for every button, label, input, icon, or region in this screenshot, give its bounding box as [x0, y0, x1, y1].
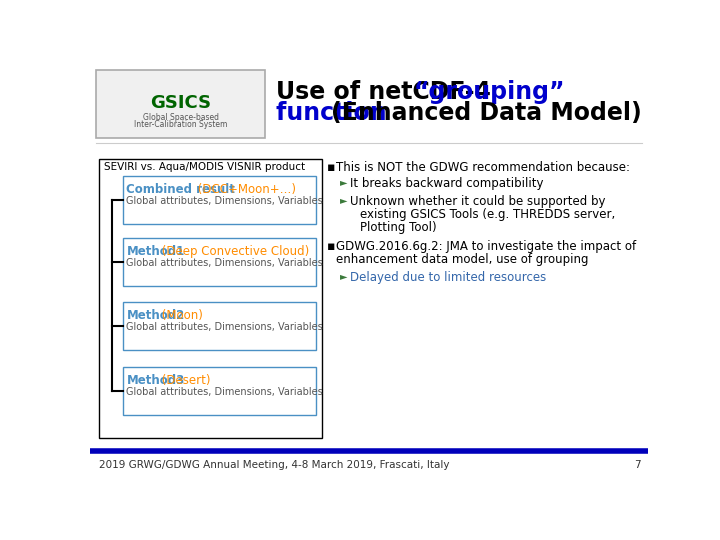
Text: (Deep Convective Cloud): (Deep Convective Cloud): [158, 245, 309, 258]
Text: Combined result: Combined result: [127, 184, 235, 197]
Text: 7: 7: [634, 460, 640, 470]
Text: It breaks backward compatibility: It breaks backward compatibility: [350, 177, 543, 190]
Bar: [99, 159, 322, 438]
Text: (DCC+Moon+…): (DCC+Moon+…): [194, 184, 296, 197]
Text: function: function: [276, 102, 395, 125]
Bar: [122, 238, 315, 286]
Text: GSICS: GSICS: [150, 93, 211, 112]
Text: ▪: ▪: [326, 240, 335, 253]
Text: ►: ►: [341, 271, 348, 281]
Text: Method2: Method2: [127, 309, 184, 322]
Text: This is NOT the GDWG recommendation because:: This is NOT the GDWG recommendation beca…: [336, 161, 630, 174]
Text: ►: ►: [341, 195, 348, 205]
Text: GDWG.2016.6g.2: JMA to investigate the impact of: GDWG.2016.6g.2: JMA to investigate the i…: [336, 240, 636, 253]
Text: Global Space-based: Global Space-based: [143, 113, 219, 123]
Text: Global attributes, Dimensions, Variables: Global attributes, Dimensions, Variables: [127, 322, 323, 332]
Bar: [96, 70, 265, 138]
Text: enhancement data model, use of grouping: enhancement data model, use of grouping: [336, 253, 588, 266]
Text: Global attributes, Dimensions, Variables: Global attributes, Dimensions, Variables: [127, 197, 323, 206]
Bar: [122, 302, 315, 350]
Text: Global attributes, Dimensions, Variables: Global attributes, Dimensions, Variables: [127, 258, 323, 268]
Text: (Moon): (Moon): [158, 309, 203, 322]
Text: (Enhanced Data Model): (Enhanced Data Model): [331, 102, 642, 125]
Text: Method1: Method1: [127, 245, 184, 258]
Text: ▪: ▪: [326, 161, 335, 174]
Text: ►: ►: [341, 177, 348, 187]
Text: Unknown whether it could be supported by: Unknown whether it could be supported by: [350, 195, 605, 208]
Text: Inter-Calibration System: Inter-Calibration System: [134, 120, 228, 130]
Text: 2019 GRWG/GDWG Annual Meeting, 4-8 March 2019, Frascati, Italy: 2019 GRWG/GDWG Annual Meeting, 4-8 March…: [99, 460, 450, 470]
Text: Delayed due to limited resources: Delayed due to limited resources: [350, 271, 546, 284]
Text: Use of netCDF-4: Use of netCDF-4: [276, 80, 499, 104]
Bar: [122, 367, 315, 415]
Text: Method3: Method3: [127, 374, 184, 387]
Text: Global attributes, Dimensions, Variables: Global attributes, Dimensions, Variables: [127, 387, 323, 397]
Text: “grouping”: “grouping”: [414, 80, 565, 104]
Text: Plotting Tool): Plotting Tool): [361, 221, 437, 234]
Bar: [122, 177, 315, 224]
Text: existing GSICS Tools (e.g. THREDDS server,: existing GSICS Tools (e.g. THREDDS serve…: [361, 208, 616, 221]
Text: SEVIRI vs. Aqua/MODIS VISNIR product: SEVIRI vs. Aqua/MODIS VISNIR product: [104, 162, 305, 172]
Text: (Desert): (Desert): [158, 374, 210, 387]
